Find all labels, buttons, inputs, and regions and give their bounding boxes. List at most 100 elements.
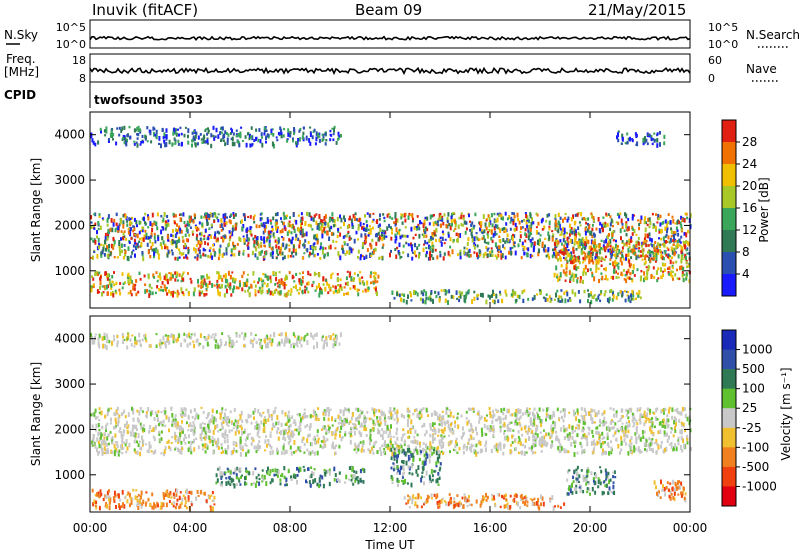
heatmap-cell [304,425,307,429]
heatmap-cell [582,241,585,246]
heatmap-cell [545,433,548,437]
heatmap-cell [154,133,157,137]
heatmap-cell [90,286,93,289]
heatmap-cell [545,412,548,417]
heatmap-cell [619,418,622,422]
heatmap-cell [639,451,642,454]
heatmap-cell [230,213,232,217]
heatmap-cell [174,130,177,135]
heatmap-cell [455,440,457,444]
heatmap-cell [232,247,235,251]
heatmap-cell [318,272,321,278]
heatmap-cell [625,213,628,219]
heatmap-cell [316,434,319,437]
heatmap-cell [345,419,348,424]
heatmap-cell [562,424,565,429]
heatmap-cell [205,128,208,131]
heatmap-cell [301,256,304,260]
heatmap-cell [281,251,284,256]
heatmap-cell [209,418,212,423]
heatmap-cell [556,239,559,243]
heatmap-cell [635,292,638,295]
heatmap-cell [123,230,126,233]
heatmap-cell [280,131,283,135]
heatmap-cell [334,419,337,422]
heatmap-cell [639,420,642,425]
heatmap-cell [681,257,684,260]
heatmap-cell [271,227,274,231]
heatmap-cell [220,410,223,414]
heatmap-cell [552,248,554,252]
heatmap-cell [674,239,677,243]
heatmap-cell [476,431,479,436]
heatmap-cell [533,435,536,440]
heatmap-cell [181,235,184,239]
heatmap-cell [440,418,443,423]
heatmap-cell [343,240,346,243]
heatmap-cell [564,251,567,255]
heatmap-cell [172,274,174,278]
heatmap-cell [272,410,275,415]
heatmap-cell [200,406,203,409]
heatmap-cell [149,255,152,259]
heatmap-cell [609,250,612,253]
heatmap-cell [178,238,181,243]
heatmap-cell [684,428,687,433]
heatmap-cell [648,217,651,222]
heatmap-cell [587,217,590,221]
heatmap-cell [584,230,587,236]
heatmap-cell [423,243,425,246]
heatmap-cell [681,217,684,222]
heatmap-cell [225,247,228,252]
heatmap-cell [391,451,394,457]
heatmap-cell [208,421,211,426]
heatmap-cell [526,252,529,257]
heatmap-cell [440,439,443,444]
heatmap-cell [632,249,635,255]
heatmap-cell [96,416,99,419]
heatmap-cell [564,298,567,304]
heatmap-cell [410,226,413,232]
heatmap-cell [363,417,366,420]
heatmap-cell [626,276,629,280]
heatmap-cell [353,427,356,431]
heatmap-cell [527,297,530,301]
heatmap-cell [250,233,253,237]
heatmap-cell [287,289,290,293]
heatmap-cell [589,252,592,257]
heatmap-cell [524,438,527,443]
heatmap-cell [499,293,502,296]
heatmap-cell [617,130,620,133]
heatmap-cell [659,142,661,147]
heatmap-cell [676,268,678,272]
heatmap-cell [620,415,623,419]
heatmap-cell [213,236,216,240]
heatmap-cell [625,257,627,261]
heatmap-cell [297,431,300,436]
heatmap-cell [217,276,220,280]
heatmap-cell [449,440,452,445]
heatmap-cell [102,218,105,221]
heatmap-cell [630,277,633,280]
heatmap-cell [346,282,349,286]
heatmap-cell [582,434,585,437]
heatmap-cell [578,233,581,237]
heatmap-cell [608,299,610,304]
heatmap-cell [657,213,660,219]
heatmap-cell [662,256,665,261]
heatmap-cell [256,256,259,260]
heatmap-cell [93,250,96,253]
heatmap-cell [544,440,546,445]
heatmap-cell [372,212,375,215]
heatmap-cell [244,438,247,442]
heatmap-cell [272,133,275,137]
heatmap-cell [355,218,358,222]
heatmap-cell [165,128,168,133]
heatmap-cell [560,289,563,292]
heatmap-cell [584,217,587,221]
heatmap-cell [248,136,251,141]
heatmap-cell [653,252,656,256]
heatmap-cell [529,228,532,232]
heatmap-cell [561,298,564,303]
heatmap-cell [352,285,355,289]
